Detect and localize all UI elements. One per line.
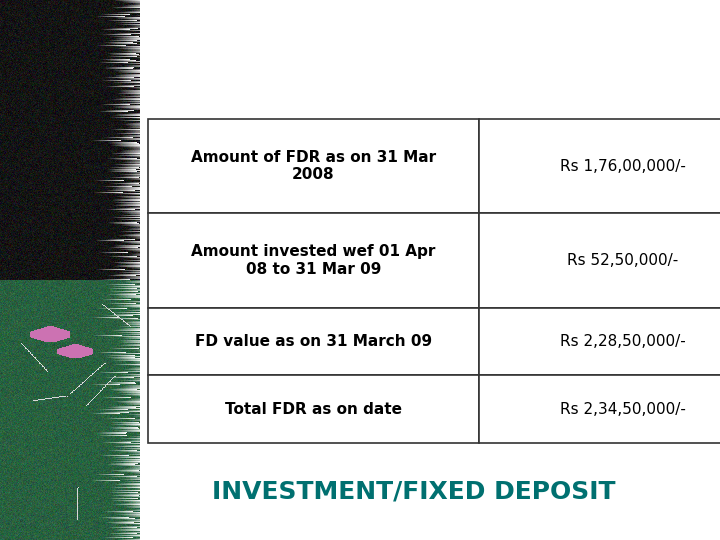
Bar <box>479 375 720 443</box>
Bar <box>148 375 479 443</box>
Text: Rs 2,28,50,000/-: Rs 2,28,50,000/- <box>560 334 685 349</box>
Bar <box>479 213 720 308</box>
Bar <box>479 119 720 213</box>
Text: Amount of FDR as on 31 Mar
2008: Amount of FDR as on 31 Mar 2008 <box>191 150 436 182</box>
Text: Rs 1,76,00,000/-: Rs 1,76,00,000/- <box>560 159 685 173</box>
Text: Rs 2,34,50,000/-: Rs 2,34,50,000/- <box>560 402 685 416</box>
Text: Rs 52,50,000/-: Rs 52,50,000/- <box>567 253 678 268</box>
Bar <box>148 308 479 375</box>
Text: INVESTMENT/FIXED DEPOSIT: INVESTMENT/FIXED DEPOSIT <box>212 480 616 503</box>
Bar <box>148 119 479 213</box>
Text: FD value as on 31 March 09: FD value as on 31 March 09 <box>194 334 432 349</box>
Text: Amount invested wef 01 Apr
08 to 31 Mar 09: Amount invested wef 01 Apr 08 to 31 Mar … <box>191 244 436 276</box>
Bar <box>479 308 720 375</box>
Bar <box>148 213 479 308</box>
Text: Total FDR as on date: Total FDR as on date <box>225 402 402 416</box>
